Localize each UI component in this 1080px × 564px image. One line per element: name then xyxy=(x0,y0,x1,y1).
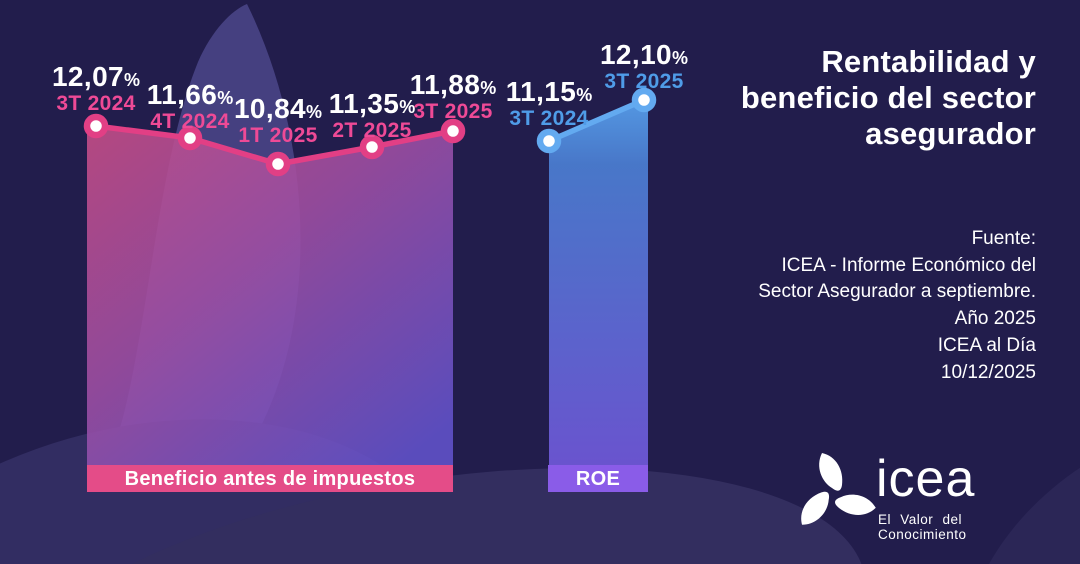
source-line: Año 2025 xyxy=(954,307,1036,329)
icea-logo-wordmark: icea xyxy=(876,450,976,508)
series-layer xyxy=(83,87,657,466)
data-point-marker xyxy=(440,118,466,144)
source-text: Fuente: ICEA - Informe Económico del Sec… xyxy=(616,226,1036,332)
legend-badge-beneficio: Beneficio antes de impuestos xyxy=(87,465,453,492)
source-line: Sector Asegurador a septiembre. xyxy=(758,281,1036,302)
trend-line-roe xyxy=(546,97,647,144)
legend-badge-roe: ROE xyxy=(548,465,648,492)
icea-logo: icea El Valor del Conocimiento xyxy=(792,446,1052,542)
publication-text: ICEA al Día 10/12/2025 xyxy=(616,333,1036,386)
data-point-marker xyxy=(177,125,203,151)
page-title-line: Rentabilidad y xyxy=(821,44,1036,79)
page-title-line: asegurador xyxy=(865,116,1036,151)
data-point-marker xyxy=(359,134,385,160)
data-point-marker xyxy=(631,87,657,113)
source-line: ICEA - Informe Económico del xyxy=(781,254,1037,276)
area-fill-roe xyxy=(549,98,648,466)
publication-line: 10/12/2025 xyxy=(940,361,1036,383)
icea-logo-icon xyxy=(801,453,876,525)
decor-petal-bottom-wing xyxy=(0,468,866,564)
source-line: Fuente: xyxy=(971,228,1036,249)
data-point-marker xyxy=(265,151,291,177)
page-title: Rentabilidad y beneficio del sector aseg… xyxy=(636,44,1036,152)
data-point-marker xyxy=(83,113,109,139)
publication-line: ICEA al Día xyxy=(937,335,1036,356)
decor-petal-bottom-right xyxy=(965,427,1080,564)
data-point-marker xyxy=(536,128,562,154)
area-fill-beneficio xyxy=(87,125,453,466)
icea-logo-tagline: El Valor del Conocimiento xyxy=(878,512,967,542)
page-title-line: beneficio del sector xyxy=(740,80,1036,115)
